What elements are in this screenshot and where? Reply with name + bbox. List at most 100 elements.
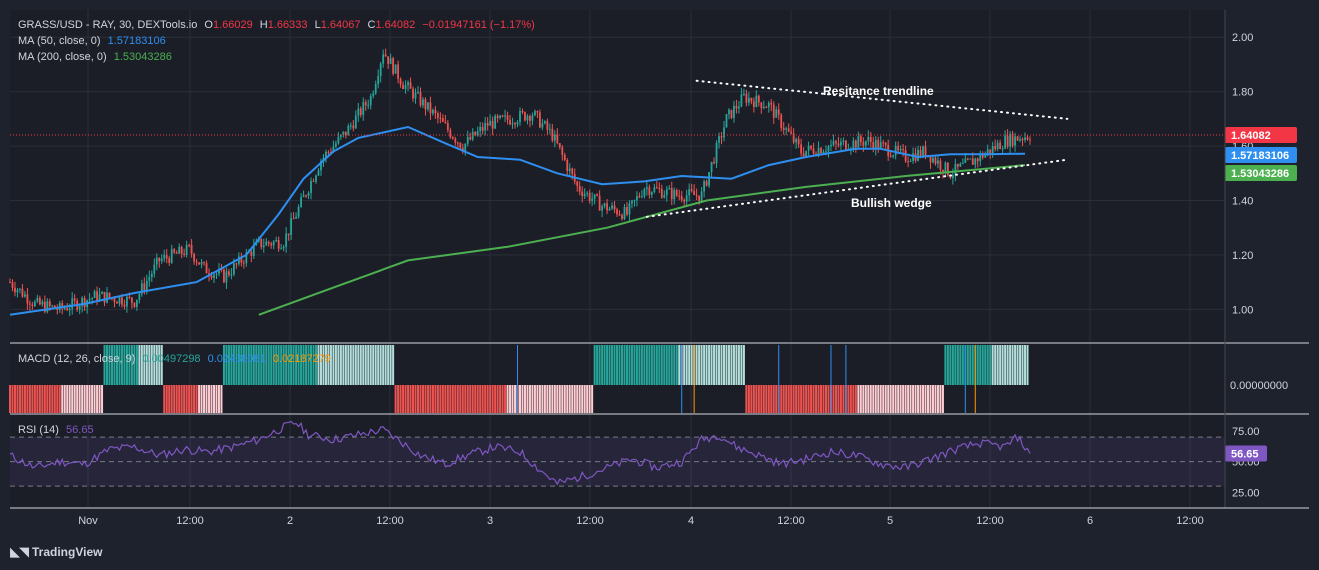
macd-bar (125, 345, 128, 385)
candle-body (723, 127, 725, 138)
macd-bar (924, 385, 927, 413)
macd-bar (113, 345, 116, 385)
candle-body (1029, 139, 1031, 141)
candle-body (454, 138, 457, 143)
macd-bar (698, 345, 701, 385)
macd-bar (232, 345, 235, 385)
macd-bar (91, 385, 94, 413)
macd-bar (41, 385, 44, 413)
candle-body (956, 163, 959, 167)
macd-bar (344, 345, 347, 385)
candle-body (198, 262, 200, 265)
macd-bar (242, 345, 245, 385)
annotation-wedge: Bullish wedge (851, 196, 932, 210)
candle-body (394, 64, 397, 74)
macd-bar (272, 345, 275, 385)
macd-bar (387, 345, 390, 385)
x-tick-label: 12:00 (176, 515, 204, 527)
macd-bar (854, 385, 857, 413)
ma200-legend[interactable]: MA (200, close, 0) 1.53043286 (18, 51, 176, 63)
macd-bar (785, 385, 788, 413)
macd-bar (994, 345, 997, 385)
candle-body (71, 298, 74, 309)
candle-body (521, 110, 524, 113)
ma50-legend[interactable]: MA (50, close, 0) 1.57183106 (18, 35, 170, 47)
symbol-title[interactable]: GRASS/USD - RAY, 30, DEXTools.io (18, 19, 198, 31)
macd-bar (178, 385, 181, 413)
macd-legend[interactable]: MACD (12, 26, close, 9) 0.00497298 0.024… (18, 353, 335, 365)
annotation-resistance: Resitance trendline (823, 84, 934, 98)
candle-body (974, 158, 977, 165)
macd-bar (108, 345, 111, 385)
macd-bar (695, 345, 698, 385)
candle-body (14, 287, 16, 293)
macd-bar (526, 385, 529, 413)
candle-body (660, 188, 663, 198)
macd-bar (914, 385, 917, 413)
macd-bar (225, 345, 228, 385)
candle-body (160, 258, 163, 262)
macd-bar (68, 385, 71, 413)
macd-bar (103, 345, 106, 385)
candle-body (1016, 136, 1019, 141)
macd-bar (593, 345, 596, 385)
candle-body (969, 158, 972, 160)
candle-body (66, 308, 69, 311)
candle-body (16, 289, 19, 293)
support-trendline[interactable] (645, 158, 1069, 218)
macd-bar (533, 385, 536, 413)
macd-bar (446, 385, 449, 413)
macd-bar (857, 385, 860, 413)
macd-bar (894, 385, 897, 413)
macd-bar (611, 345, 614, 385)
macd-bar (596, 345, 599, 385)
tradingview-watermark[interactable]: ◣◥ TradingView (10, 544, 102, 560)
macd-bar (402, 385, 405, 413)
candle-body (917, 149, 919, 161)
candle-body (29, 303, 31, 305)
rsi-legend[interactable]: RSI (14) 56.65 (18, 424, 98, 436)
resistance-trendline[interactable] (695, 79, 1069, 120)
x-tick-label: 12:00 (1176, 515, 1204, 527)
candle-body (24, 294, 26, 297)
candle-body (872, 141, 875, 150)
macd-bar (538, 385, 541, 413)
macd-bar (409, 385, 412, 413)
macd-bar (941, 385, 944, 413)
candle-body (501, 115, 504, 117)
candle-body (31, 304, 34, 306)
candle-body (402, 84, 404, 90)
candle-body (409, 82, 412, 89)
candle-body (785, 128, 788, 130)
candle-body (496, 115, 499, 118)
candle-body (613, 205, 616, 210)
macd-bar (21, 385, 24, 413)
main-pane-bg (10, 10, 1225, 342)
candle-body (999, 142, 1002, 150)
macd-bar (859, 385, 862, 413)
candle-body (347, 125, 350, 136)
macd-bar (650, 345, 653, 385)
candle-body (817, 148, 820, 156)
macd-bar (148, 345, 151, 385)
candle-body (19, 288, 21, 290)
macd-bar (625, 345, 628, 385)
candle-body (531, 115, 534, 121)
macd-bar (499, 385, 502, 413)
candle-body (93, 291, 96, 298)
macd-bar (501, 385, 504, 413)
macd-bar (160, 345, 163, 385)
candle-body (805, 150, 807, 157)
candle-body (305, 195, 307, 197)
rsi-pane-bg (10, 415, 1225, 507)
candle-body (135, 299, 138, 307)
macd-bar (800, 385, 803, 413)
candle-body (571, 168, 574, 174)
candle-body (310, 180, 312, 193)
macd-bar (195, 385, 198, 413)
macd-bar (46, 385, 49, 413)
candle-body (840, 141, 842, 146)
macd-bar (431, 385, 434, 413)
x-tick-label: 12:00 (376, 515, 404, 527)
